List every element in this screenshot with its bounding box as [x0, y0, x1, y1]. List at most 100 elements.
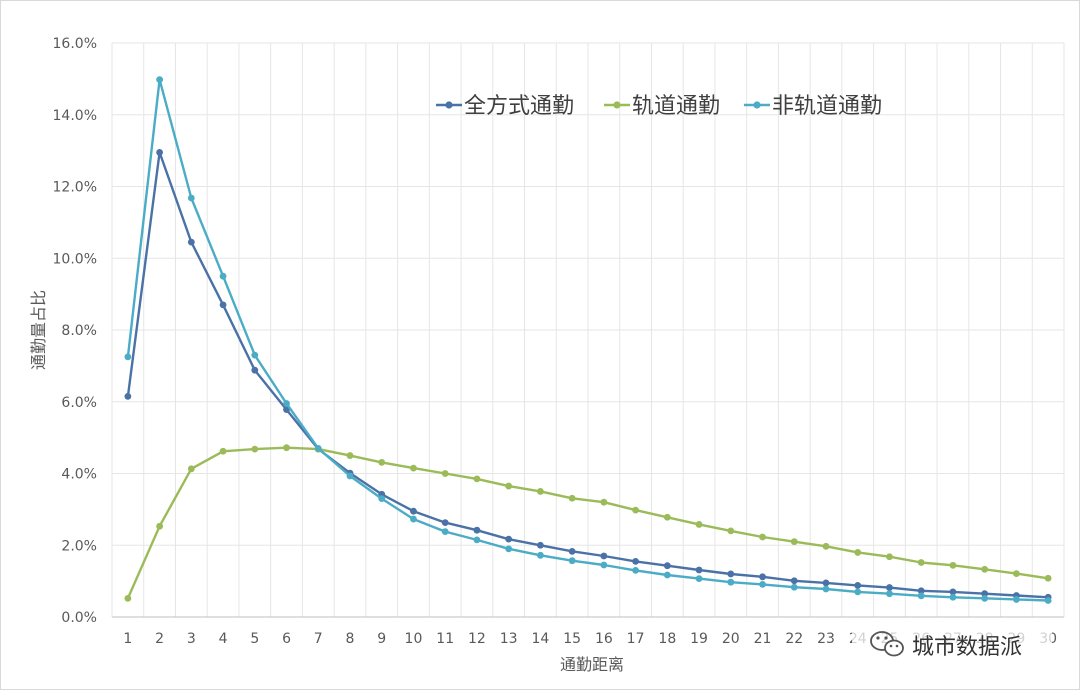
- x-tick-label: 7: [314, 631, 323, 647]
- data-point: [759, 573, 766, 581]
- data-point: [949, 588, 957, 596]
- data-point: [917, 559, 925, 566]
- legend: 全方式通勤 轨道通勤 非轨道通勤: [436, 94, 882, 119]
- y-tick-label: 10.0%: [53, 251, 97, 267]
- data-point: [854, 588, 862, 596]
- x-tick-label: 19: [690, 631, 708, 647]
- data-point: [314, 444, 322, 452]
- x-tick-label: 9: [377, 631, 386, 647]
- x-tick-label: 10: [405, 631, 423, 647]
- data-point: [124, 392, 132, 400]
- data-point: [695, 575, 703, 583]
- y-tick-label: 4.0%: [61, 467, 97, 483]
- data-point: [505, 545, 513, 553]
- data-point: [822, 542, 830, 550]
- data-point: [283, 444, 290, 452]
- series-3: [124, 76, 1052, 604]
- watermark: 城市数据派: [852, 623, 1052, 663]
- series-line: [126, 151, 1049, 599]
- x-tick-label: 6: [282, 631, 291, 647]
- data-point: [537, 541, 544, 549]
- data-point: [822, 579, 830, 587]
- wechat-icon: [870, 631, 904, 657]
- x-tick-label: 21: [754, 631, 772, 647]
- data-point: [727, 578, 735, 586]
- x-tick-label: 4: [219, 631, 228, 647]
- x-tick-label: 5: [250, 631, 259, 647]
- data-point: [441, 528, 449, 536]
- data-point: [410, 515, 417, 523]
- data-point: [441, 470, 449, 477]
- x-tick-label: 12: [468, 631, 486, 647]
- legend-item: 全方式通勤: [436, 94, 574, 119]
- data-point: [156, 149, 164, 156]
- data-point: [663, 562, 671, 570]
- legend-item: 轨道通勤: [604, 94, 720, 119]
- data-point: [822, 585, 830, 593]
- data-point: [537, 551, 544, 559]
- x-tick-label: 20: [722, 631, 740, 647]
- data-point: [981, 565, 989, 573]
- data-point: [410, 464, 417, 472]
- data-point: [727, 570, 735, 578]
- data-point: [187, 194, 195, 202]
- data-point: [187, 238, 195, 246]
- x-tick-label: 17: [627, 631, 645, 647]
- data-point: [790, 583, 798, 591]
- data-point: [981, 594, 989, 602]
- horizontal-gridlines: [112, 42, 1064, 618]
- data-point: [917, 592, 925, 600]
- data-point: [886, 584, 893, 591]
- data-point: [854, 582, 862, 589]
- data-point: [187, 465, 195, 473]
- data-point: [283, 400, 290, 407]
- y-tick-label: 16.0%: [53, 36, 97, 52]
- series-line: [126, 78, 1049, 602]
- y-tick-label: 14.0%: [53, 108, 97, 124]
- data-point: [378, 458, 386, 466]
- data-point: [600, 561, 608, 569]
- data-point: [1013, 596, 1020, 603]
- data-point: [219, 272, 227, 280]
- data-point: [949, 593, 957, 601]
- data-point: [886, 553, 893, 561]
- x-tick-label: 23: [817, 631, 835, 647]
- legend-swatch-marker: [613, 101, 621, 109]
- data-point: [346, 452, 354, 459]
- x-tick-label: 13: [500, 631, 518, 647]
- data-point: [695, 521, 703, 528]
- data-point: [156, 76, 164, 83]
- data-point: [219, 301, 227, 309]
- data-point: [759, 533, 766, 541]
- y-tick-label: 0.0%: [61, 610, 97, 626]
- x-tick-label: 3: [187, 631, 196, 647]
- data-point: [632, 557, 639, 565]
- data-point: [695, 566, 703, 574]
- data-point: [632, 506, 639, 514]
- data-point: [251, 366, 259, 374]
- x-tick-label: 22: [785, 631, 803, 647]
- legend-label: 轨道通勤: [632, 94, 720, 119]
- watermark-text: 城市数据派: [912, 635, 1022, 660]
- y-tick-label: 12.0%: [53, 180, 97, 196]
- y-axis-ticks: 0.0% 2.0% 4.0% 6.0% 8.0% 10.0% 12.0% 14.0% 16.0%: [53, 36, 97, 626]
- x-axis-title: 通勤距离: [560, 655, 624, 674]
- series-layer: [124, 76, 1052, 604]
- x-tick-label: 2: [155, 631, 164, 647]
- data-point: [568, 557, 576, 565]
- data-point: [124, 594, 132, 602]
- data-point: [473, 526, 481, 534]
- data-point: [632, 566, 639, 574]
- data-point: [886, 590, 893, 598]
- data-point: [505, 482, 513, 490]
- data-point: [473, 475, 481, 483]
- data-point: [441, 519, 449, 527]
- legend-swatch-marker: [445, 101, 453, 109]
- data-point: [346, 472, 354, 480]
- data-point: [124, 353, 132, 361]
- data-point: [1044, 574, 1052, 582]
- data-point: [790, 577, 798, 585]
